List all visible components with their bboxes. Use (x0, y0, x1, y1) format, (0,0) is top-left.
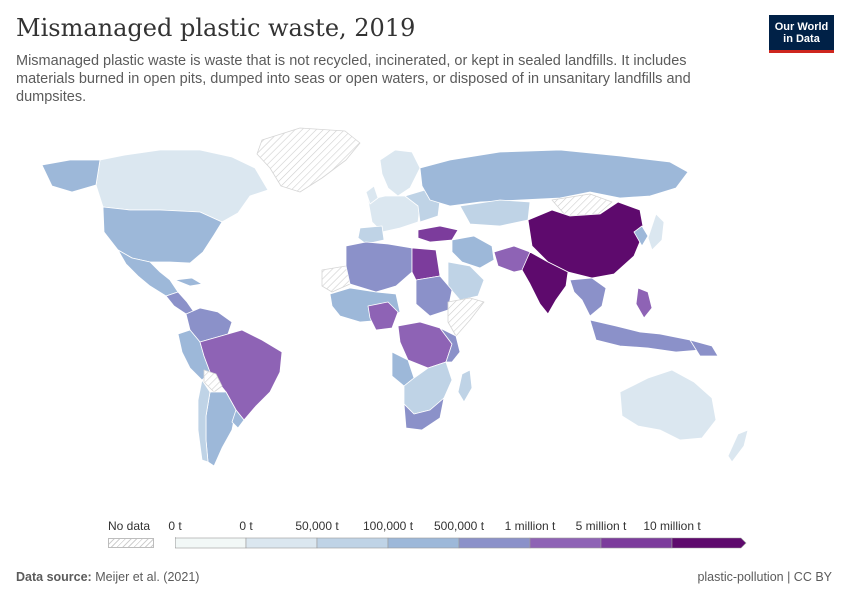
legend-label-6: 5 million t (575, 519, 627, 533)
region-southeast-asia[interactable] (569, 277, 607, 317)
data-source-value[interactable]: Meijer et al. (2021) (95, 570, 200, 584)
world-map[interactable] (0, 120, 850, 510)
region-mongolia[interactable] (551, 193, 613, 217)
region-south-africa[interactable] (403, 397, 445, 431)
region-cuba[interactable] (174, 277, 203, 287)
region-india[interactable] (521, 251, 569, 315)
region-madagascar[interactable] (457, 369, 473, 403)
legend-label-7: 10 million t (643, 519, 701, 533)
legend-no-data-swatch (108, 538, 154, 548)
region-new-zealand[interactable] (727, 429, 749, 463)
legend-label-4: 500,000 t (433, 519, 485, 533)
legend-swatch-5[interactable] (529, 537, 602, 549)
region-bolivia[interactable] (203, 369, 223, 393)
region-central-america[interactable] (165, 291, 195, 315)
logo-line-1: Our World (774, 21, 829, 33)
data-source: Data source: Meijer et al. (2021) (16, 570, 199, 584)
owid-logo[interactable]: Our World in Data (769, 15, 834, 53)
legend-swatch-1[interactable] (245, 537, 318, 549)
region-kazakhstan[interactable] (459, 199, 531, 227)
license-text[interactable]: plastic-pollution | CC BY (697, 570, 832, 584)
region-east-africa[interactable] (439, 327, 461, 363)
region-argentina[interactable] (205, 391, 237, 467)
region-north-africa[interactable] (345, 241, 413, 293)
region-scandinavia[interactable] (379, 149, 421, 197)
region-brazil[interactable] (199, 329, 283, 421)
legend-swatch-6[interactable] (600, 537, 673, 549)
region-russia[interactable] (419, 149, 689, 207)
region-middle-east[interactable] (451, 235, 495, 269)
region-chile[interactable] (197, 379, 211, 463)
region-sudan[interactable] (415, 275, 453, 317)
legend-label-2: 50,000 t (295, 519, 339, 533)
chart-subtitle: Mismanaged plastic waste is waste that i… (16, 53, 691, 105)
data-source-label: Data source: (16, 570, 92, 584)
legend-label-1: 0 t (239, 519, 253, 533)
region-nigeria[interactable] (367, 301, 399, 331)
legend-swatch-4[interactable] (458, 537, 531, 549)
region-uruguay[interactable] (231, 409, 245, 429)
legend-swatch-0[interactable] (175, 537, 247, 549)
logo-line-2: in Data (783, 33, 820, 45)
legend-label-0: 0 t (168, 519, 182, 533)
legend-label-3: 100,000 t (362, 519, 414, 533)
legend-swatch-2[interactable] (316, 537, 389, 549)
legend-swatch-7[interactable] (671, 537, 747, 549)
region-iberia[interactable] (357, 225, 385, 245)
region-uk[interactable] (365, 185, 379, 205)
region-australia[interactable] (619, 369, 717, 441)
region-korea[interactable] (633, 225, 649, 247)
chart-title: Mismanaged plastic waste, 2019 (16, 14, 416, 42)
legend-swatch-3[interactable] (387, 537, 460, 549)
region-philippines[interactable] (635, 287, 653, 319)
region-papua-new-guinea[interactable] (689, 339, 719, 357)
region-western-europe[interactable] (367, 195, 421, 233)
legend-label-5: 1 million t (504, 519, 556, 533)
region-japan[interactable] (647, 213, 665, 251)
region-indonesia[interactable] (589, 319, 701, 353)
region-greenland[interactable] (256, 127, 361, 193)
region-alaska[interactable] (41, 159, 101, 193)
legend-no-data-label: No data (108, 519, 151, 533)
region-egypt[interactable] (411, 247, 441, 281)
region-western-sahara[interactable] (321, 265, 351, 293)
region-horn-of-africa[interactable] (447, 297, 485, 337)
legend-color-scale[interactable] (175, 537, 750, 549)
